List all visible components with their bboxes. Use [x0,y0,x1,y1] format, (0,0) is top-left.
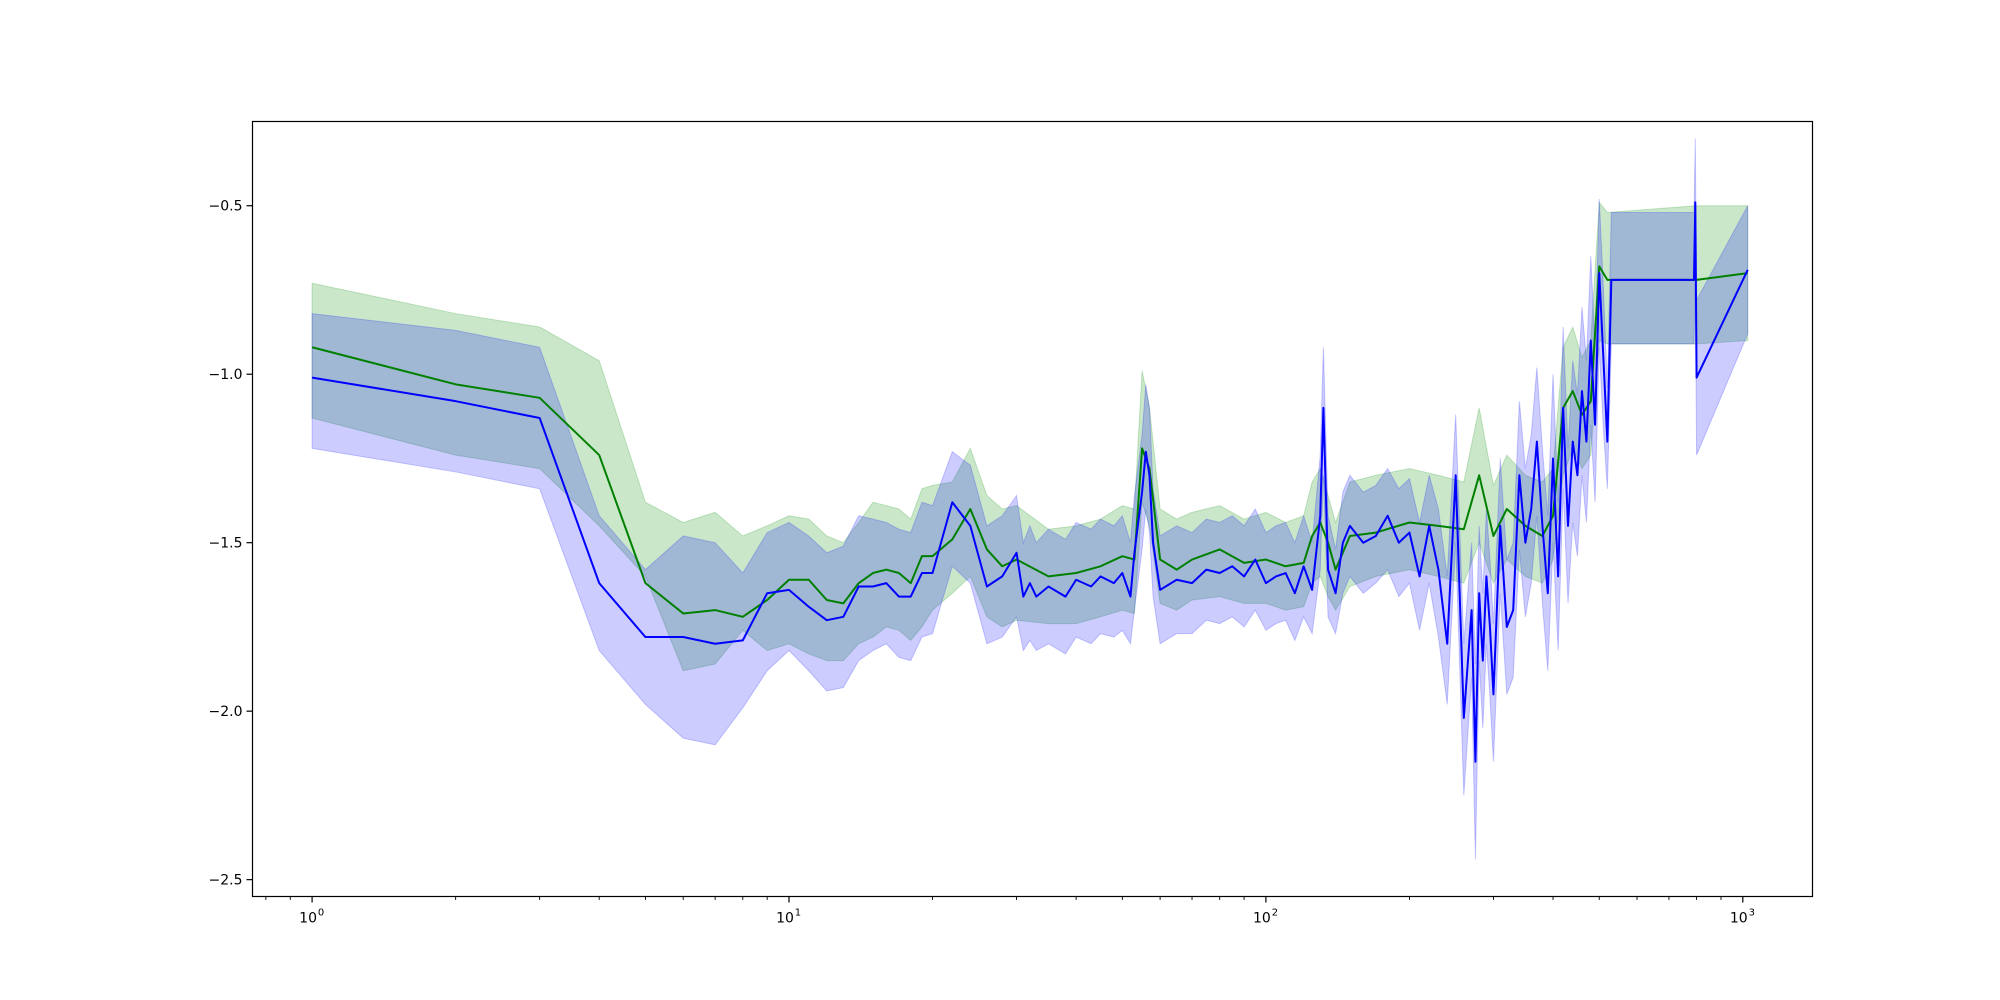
x-tick-label: 10 [1253,911,1271,927]
series-2-band [311,138,1749,860]
x-tick-label-exponent: 1 [795,908,801,919]
x-tick-label-exponent: 2 [1272,908,1278,919]
x-axis: 10 0 10 1 10 2 10 3 [265,896,1755,927]
x-tick-label: 10 [776,911,794,927]
y-axis: −0.5 −1.0 −1.5 −2.0 −2.5 [209,199,253,889]
series-1-band [311,201,1749,672]
y-tick-label: −0.5 [209,199,243,215]
y-tick-label: −1.5 [209,536,243,552]
series-1-line [311,265,1748,618]
x-tick-label-exponent: 0 [318,908,324,919]
series-lines [311,201,1749,763]
confidence-bands [311,138,1749,860]
series-2-line [311,201,1749,763]
y-tick-label: −2.5 [209,873,243,889]
y-tick-label: −2.0 [209,704,243,720]
plot-frame [251,120,1814,898]
x-tick-label-exponent: 3 [1749,908,1755,919]
y-tick-label: −1.0 [209,367,243,383]
x-tick-label: 10 [1730,911,1748,927]
x-tick-label: 10 [299,911,317,927]
